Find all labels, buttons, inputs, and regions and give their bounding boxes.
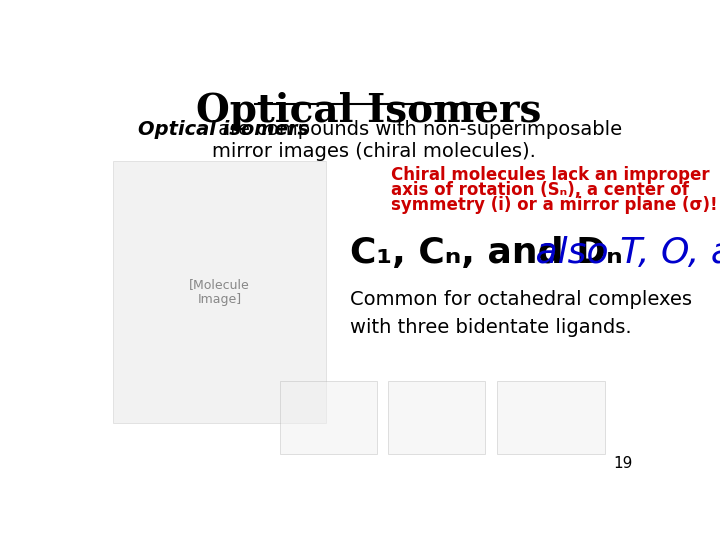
Text: symmetry (i) or a mirror plane (σ)!: symmetry (i) or a mirror plane (σ)! [391,195,717,214]
FancyBboxPatch shape [113,161,326,423]
Text: Common for octahedral complexes
with three bidentate ligands.: Common for octahedral complexes with thr… [351,289,693,336]
FancyBboxPatch shape [280,381,377,454]
Text: C₁, Cₙ, and Dₙ: C₁, Cₙ, and Dₙ [351,236,623,270]
Text: Chiral molecules lack an improper: Chiral molecules lack an improper [391,166,709,185]
Text: [Molecule
Image]: [Molecule Image] [189,278,250,306]
Text: Optical Isomers: Optical Isomers [197,92,541,130]
Text: 19: 19 [613,456,632,471]
Text: Optical isomers: Optical isomers [138,120,309,139]
FancyBboxPatch shape [388,381,485,454]
Text: also T, O, and I: also T, O, and I [524,236,720,270]
FancyBboxPatch shape [497,381,606,454]
Text: axis of rotation (Sₙ), a center of: axis of rotation (Sₙ), a center of [391,181,688,199]
Text: are compounds with non-superimposable
mirror images (chiral molecules).: are compounds with non-superimposable mi… [212,120,623,161]
